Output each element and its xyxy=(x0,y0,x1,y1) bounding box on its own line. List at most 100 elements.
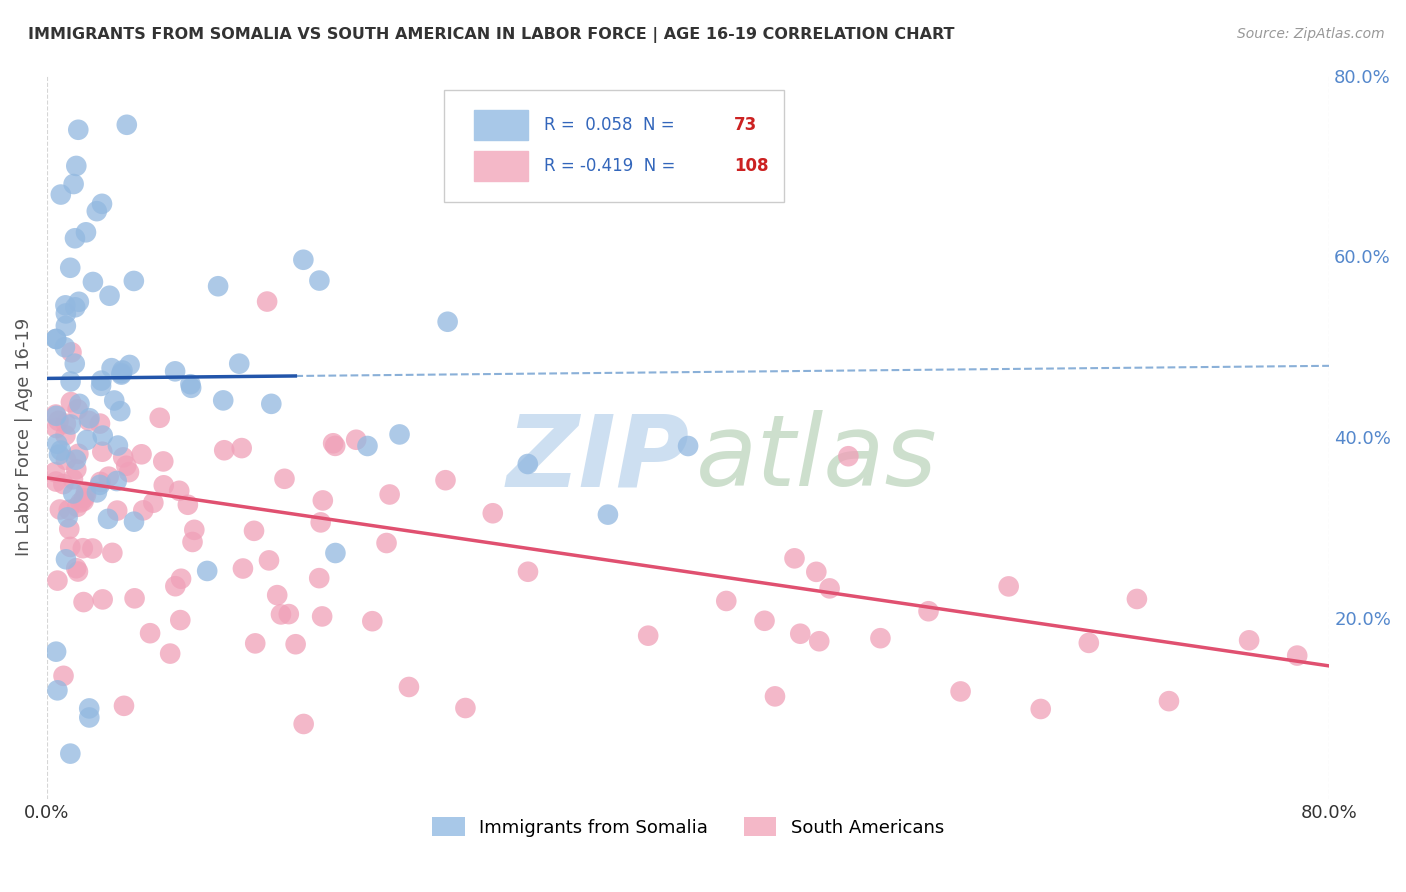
Point xyxy=(132,503,155,517)
Point xyxy=(212,393,235,408)
Point xyxy=(82,275,104,289)
Point xyxy=(516,457,538,471)
Point xyxy=(63,231,86,245)
Point xyxy=(122,274,145,288)
Point xyxy=(356,439,378,453)
Point xyxy=(149,410,172,425)
Point xyxy=(90,379,112,393)
Point xyxy=(1157,694,1180,708)
Point xyxy=(207,279,229,293)
Point xyxy=(375,536,398,550)
Point xyxy=(82,541,104,556)
Point xyxy=(118,465,141,479)
Point xyxy=(55,453,77,467)
Point xyxy=(72,541,94,556)
Point xyxy=(763,690,786,704)
Point xyxy=(159,647,181,661)
Point xyxy=(181,535,204,549)
Point xyxy=(90,374,112,388)
Point xyxy=(789,626,811,640)
Point xyxy=(91,428,114,442)
Point xyxy=(67,294,90,309)
Point xyxy=(118,358,141,372)
Point xyxy=(837,449,859,463)
Point xyxy=(152,478,174,492)
Point xyxy=(105,474,128,488)
Point xyxy=(89,475,111,489)
Point xyxy=(266,588,288,602)
Point xyxy=(131,447,153,461)
Point xyxy=(67,122,90,136)
Point xyxy=(228,357,250,371)
Point xyxy=(1126,591,1149,606)
Point xyxy=(46,437,69,451)
Point xyxy=(63,357,86,371)
Point xyxy=(344,433,367,447)
Point xyxy=(55,306,77,320)
Text: IMMIGRANTS FROM SOMALIA VS SOUTH AMERICAN IN LABOR FORCE | AGE 16-19 CORRELATION: IMMIGRANTS FROM SOMALIA VS SOUTH AMERICA… xyxy=(28,27,955,43)
Point xyxy=(91,444,114,458)
Point xyxy=(45,332,67,346)
Point xyxy=(77,414,100,428)
Point xyxy=(86,485,108,500)
Point xyxy=(89,417,111,431)
Point xyxy=(66,402,89,417)
Point xyxy=(231,441,253,455)
Point xyxy=(277,607,299,621)
Point xyxy=(59,540,82,554)
Point xyxy=(45,645,67,659)
Text: 108: 108 xyxy=(734,157,769,175)
Point xyxy=(434,473,457,487)
Point xyxy=(49,443,72,458)
Point xyxy=(65,462,87,476)
Point xyxy=(917,604,939,618)
Point xyxy=(56,510,79,524)
Text: ZIP: ZIP xyxy=(506,410,690,508)
Point xyxy=(55,552,77,566)
Point xyxy=(55,318,77,333)
Point xyxy=(97,469,120,483)
Point xyxy=(112,450,135,465)
Point xyxy=(308,571,330,585)
Point xyxy=(62,177,84,191)
Point xyxy=(72,494,94,508)
Point xyxy=(165,579,187,593)
Point xyxy=(783,551,806,566)
Point xyxy=(105,503,128,517)
Point xyxy=(517,565,540,579)
Point xyxy=(949,684,972,698)
Point xyxy=(45,408,67,422)
Point xyxy=(53,340,76,354)
Point xyxy=(997,579,1019,593)
Point xyxy=(292,717,315,731)
Point xyxy=(46,574,69,588)
Point xyxy=(256,294,278,309)
Point xyxy=(45,421,67,435)
Point xyxy=(69,397,91,411)
Point xyxy=(55,428,77,442)
Point xyxy=(45,332,67,346)
Point xyxy=(180,381,202,395)
Point xyxy=(62,472,84,486)
Point xyxy=(152,454,174,468)
Point xyxy=(55,298,77,312)
FancyBboxPatch shape xyxy=(474,110,527,140)
Point xyxy=(115,458,138,473)
Point xyxy=(65,452,87,467)
Point xyxy=(273,472,295,486)
Point xyxy=(165,364,187,378)
Point xyxy=(59,260,82,275)
Point xyxy=(454,701,477,715)
Point xyxy=(76,433,98,447)
Point xyxy=(1029,702,1052,716)
Point xyxy=(49,502,72,516)
Point xyxy=(112,698,135,713)
Text: 73: 73 xyxy=(734,116,758,134)
Point xyxy=(179,377,201,392)
Point xyxy=(52,669,75,683)
Point xyxy=(169,613,191,627)
Point xyxy=(48,448,70,462)
Point xyxy=(101,546,124,560)
Point xyxy=(637,629,659,643)
Point xyxy=(69,495,91,509)
